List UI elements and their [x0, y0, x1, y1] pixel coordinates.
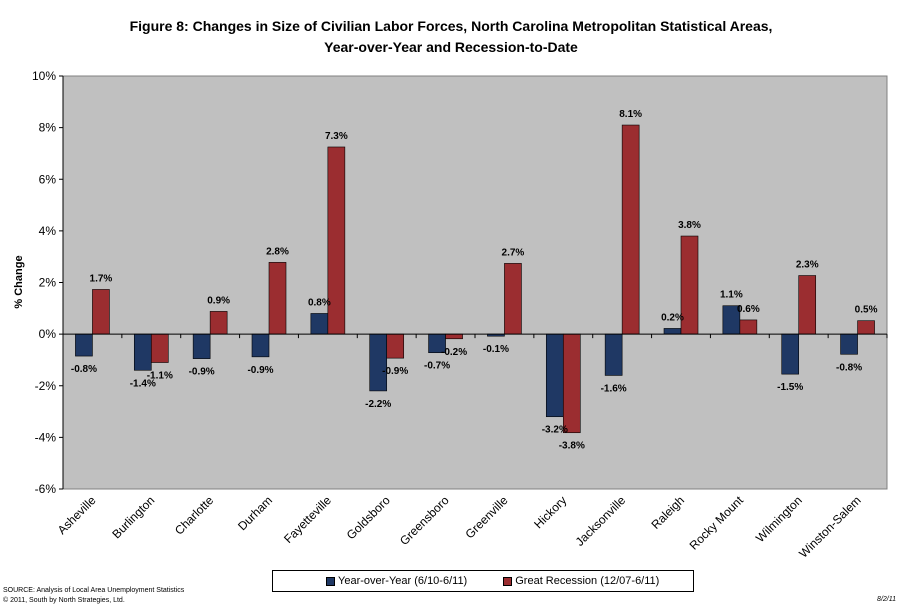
x-category-label: Durham	[235, 493, 275, 533]
x-category-label: Wilmington	[753, 493, 805, 545]
bar-year-over-year	[781, 333, 800, 375]
y-axis-title: % Change	[13, 255, 25, 308]
bars-group	[75, 124, 875, 434]
y-tick-label: 6%	[39, 172, 57, 186]
bar-year-over-year	[604, 333, 623, 376]
bar-great-recession	[798, 275, 817, 335]
x-category-label: Greensboro	[397, 493, 452, 548]
y-tick-label: 8%	[39, 121, 57, 135]
bar-year-over-year	[545, 333, 564, 418]
bar-great-recession	[92, 289, 110, 335]
y-tick-label: -2%	[35, 379, 57, 393]
y-tick-label: -4%	[35, 430, 57, 444]
bar-year-over-year	[663, 328, 682, 335]
chart-title: Figure 8: Changes in Size of Civilian La…	[0, 16, 902, 58]
x-category-label: Burlington	[109, 493, 157, 541]
y-tick-label: 0%	[39, 327, 57, 341]
data-label: 7.3%	[325, 131, 348, 142]
data-label: 0.9%	[207, 295, 230, 306]
data-label: 3.8%	[678, 220, 701, 231]
plot-area	[62, 75, 888, 490]
bar-year-over-year	[133, 333, 152, 371]
x-category-label: Hickory	[531, 493, 569, 531]
y-tick-label: 10%	[32, 69, 56, 83]
data-label: 8.1%	[619, 109, 642, 120]
data-label: -0.2%	[441, 347, 467, 358]
y-tick-label: 4%	[39, 224, 57, 238]
bar-great-recession	[857, 320, 875, 335]
data-label: 0.8%	[308, 297, 331, 308]
x-category-label: Winston-Salem	[796, 493, 863, 560]
bar-year-over-year	[251, 333, 270, 358]
title-line-1: Figure 8: Changes in Size of Civilian La…	[129, 18, 773, 34]
bar-great-recession	[268, 262, 287, 335]
data-label: 0.5%	[855, 305, 878, 316]
bar-great-recession	[504, 263, 522, 335]
date-stamp: 8/2/11	[877, 596, 896, 603]
legend-item-great-recession: Great Recession (12/07-6/11)	[503, 575, 659, 587]
data-label: -0.9%	[189, 367, 215, 378]
bar-great-recession	[621, 124, 640, 335]
data-label: -3.8%	[559, 441, 585, 452]
data-label: -1.4%	[130, 378, 156, 389]
data-label: 2.8%	[266, 246, 289, 257]
data-label: -1.5%	[777, 382, 803, 393]
bar-great-recession	[739, 319, 758, 335]
x-category-label: Asheville	[55, 493, 99, 537]
source-line-1: SOURCE: Analysis of Local Area Unemploym…	[3, 587, 185, 594]
x-category-label: Greenville	[462, 493, 510, 541]
y-tick-label: -6%	[35, 482, 57, 496]
x-category-label: Jacksonville	[573, 493, 629, 549]
x-category-label: Fayetteville	[281, 493, 334, 546]
source-line-2: © 2011, South by North Strategies, Ltd.	[3, 597, 125, 604]
data-label: -3.2%	[542, 425, 568, 436]
data-label: -0.9%	[382, 366, 408, 377]
data-label: -1.6%	[601, 383, 627, 394]
data-labels-group: -0.8% 1.7% -1.4%-1.1% -0.9% 0.9% -0.9% 2.8% 0.8…	[71, 109, 878, 452]
y-tick-label: 2%	[39, 276, 57, 290]
data-label: 0.2%	[661, 312, 684, 323]
legend-swatch-series1	[326, 576, 335, 586]
bar-great-recession	[209, 311, 228, 335]
bar-year-over-year	[192, 333, 211, 359]
data-label: -0.8%	[71, 364, 97, 375]
legend-item-year-over-year: Year-over-Year (6/10-6/11)	[326, 575, 467, 587]
x-category-label: Rocky Mount	[687, 493, 747, 553]
x-category-label: Charlotte	[172, 493, 217, 538]
legend-swatch-series2	[503, 576, 513, 586]
data-label: -0.7%	[424, 361, 450, 372]
legend-label-series2: Great Recession (12/07-6/11)	[515, 575, 660, 587]
data-label: 2.3%	[796, 260, 819, 271]
data-label: 1.1%	[720, 290, 743, 301]
bar-great-recession	[562, 333, 581, 434]
data-label: -2.2%	[365, 399, 391, 410]
x-category-label: Raleigh	[648, 493, 687, 532]
bar-year-over-year	[75, 333, 93, 357]
source-note: SOURCE: Analysis of Local Area Unemploym…	[3, 586, 184, 606]
bar-great-recession	[386, 333, 405, 359]
data-label: -0.1%	[483, 344, 509, 355]
bar-year-over-year	[310, 313, 329, 335]
legend: Year-over-Year (6/10-6/11) Great Recessi…	[272, 570, 694, 592]
data-label: -1.1%	[147, 371, 173, 382]
data-label: 1.7%	[90, 273, 113, 284]
data-label: -0.8%	[836, 362, 862, 373]
data-label: 0.6%	[737, 304, 760, 315]
y-ticks-group: -6% -4% -2% 0% 2% 4% 6% 8% 10%	[32, 69, 63, 496]
data-label: 2.7%	[502, 247, 525, 258]
bar-great-recession	[445, 333, 463, 340]
title-line-2: Year-over-Year and Recession-to-Date	[324, 39, 578, 55]
bar-year-over-year	[840, 333, 858, 355]
bar-year-over-year	[369, 333, 388, 392]
x-category-label: Goldsboro	[344, 493, 393, 542]
legend-label-series1: Year-over-Year (6/10-6/11)	[338, 575, 468, 587]
bar-great-recession	[150, 333, 169, 363]
data-label: -0.9%	[247, 365, 273, 376]
